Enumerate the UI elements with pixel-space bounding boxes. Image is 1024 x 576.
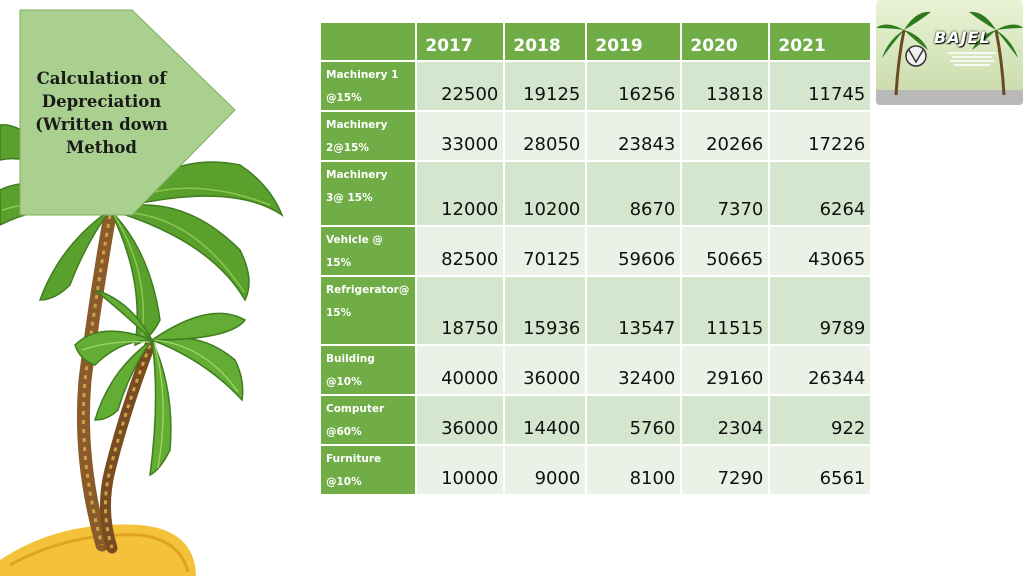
table-cell: 12000 bbox=[417, 162, 506, 227]
table-row: Vehicle @ 15% 82500 70125 59606 50665 43… bbox=[321, 227, 873, 277]
row-label-line-1: Refrigerator@ bbox=[326, 284, 410, 296]
table-cell: 43065 bbox=[770, 227, 873, 277]
header-corner-cell bbox=[321, 23, 418, 62]
table-cell: 7290 bbox=[682, 446, 771, 496]
table-cell: 922 bbox=[770, 396, 873, 446]
table-cell: 8100 bbox=[587, 446, 683, 496]
table-cell: 36000 bbox=[505, 346, 588, 396]
table-cell: 82500 bbox=[417, 227, 506, 277]
header-year: 2019 bbox=[587, 23, 683, 62]
table-cell: 17226 bbox=[770, 112, 873, 162]
table-cell: 11515 bbox=[682, 277, 771, 346]
row-label-line-1: Vehicle @ 15% bbox=[326, 234, 383, 269]
table-cell: 14400 bbox=[505, 396, 588, 446]
logo-background bbox=[876, 0, 1023, 105]
row-label-line-2: 2@15% bbox=[326, 142, 369, 154]
logo-brand-text: BAJEL bbox=[934, 28, 991, 47]
row-label: Building @10% bbox=[321, 346, 418, 396]
table-row: Refrigerator@ 15% 18750 15936 13547 11515… bbox=[321, 277, 873, 346]
row-label: Vehicle @ 15% bbox=[321, 227, 418, 277]
table-cell: 13547 bbox=[587, 277, 683, 346]
row-label-line-1: Furniture bbox=[326, 453, 382, 465]
header-year: 2021 bbox=[770, 23, 873, 62]
row-label-line-2: 3@ 15% bbox=[326, 192, 373, 204]
table-cell: 8670 bbox=[587, 162, 683, 227]
table-cell: 19125 bbox=[505, 62, 588, 112]
row-label-line-2: @10% bbox=[326, 376, 362, 388]
header-year: 2017 bbox=[417, 23, 506, 62]
table-cell: 7370 bbox=[682, 162, 771, 227]
row-label: Furniture @10% bbox=[321, 446, 418, 496]
table-row: Furniture @10% 10000 9000 8100 7290 6561 bbox=[321, 446, 873, 496]
brand-logo: BAJEL bbox=[876, 0, 1023, 105]
row-label-line-2: 15% bbox=[326, 307, 352, 319]
table-cell: 10200 bbox=[505, 162, 588, 227]
table-cell: 6264 bbox=[770, 162, 873, 227]
row-label-line-1: Computer bbox=[326, 403, 385, 415]
title-callout bbox=[19, 9, 236, 216]
table-cell: 9789 bbox=[770, 277, 873, 346]
header-year: 2020 bbox=[682, 23, 771, 62]
table-row: Machinery 3@ 15% 12000 10200 8670 7370 62… bbox=[321, 162, 873, 227]
table-cell: 29160 bbox=[682, 346, 771, 396]
logo-emblem bbox=[905, 45, 927, 67]
row-label-line-2: @60% bbox=[326, 426, 362, 438]
row-label-line-1: Building bbox=[326, 353, 375, 365]
table-cell: 15936 bbox=[505, 277, 588, 346]
table-cell: 5760 bbox=[587, 396, 683, 446]
table-cell: 36000 bbox=[417, 396, 506, 446]
table-cell: 10000 bbox=[417, 446, 506, 496]
header-year: 2018 bbox=[505, 23, 588, 62]
table-cell: 33000 bbox=[417, 112, 506, 162]
row-label-line-1: Machinery bbox=[326, 119, 388, 131]
row-label: Refrigerator@ 15% bbox=[321, 277, 418, 346]
table-header-row: 2017 2018 2019 2020 2021 bbox=[321, 23, 873, 62]
row-label-line-2: @15% bbox=[326, 92, 362, 104]
table-cell: 13818 bbox=[682, 62, 771, 112]
row-label: Computer @60% bbox=[321, 396, 418, 446]
table-cell: 22500 bbox=[417, 62, 506, 112]
row-label: Machinery 3@ 15% bbox=[321, 162, 418, 227]
table-cell: 11745 bbox=[770, 62, 873, 112]
table-row: Computer @60% 36000 14400 5760 2304 922 bbox=[321, 396, 873, 446]
table-cell: 20266 bbox=[682, 112, 771, 162]
table-cell: 26344 bbox=[770, 346, 873, 396]
table-row: Building @10% 40000 36000 32400 29160 263… bbox=[321, 346, 873, 396]
table-row: Machinery 2@15% 33000 28050 23843 20266 1… bbox=[321, 112, 873, 162]
table-cell: 2304 bbox=[682, 396, 771, 446]
table-cell: 59606 bbox=[587, 227, 683, 277]
table-cell: 9000 bbox=[505, 446, 588, 496]
table-cell: 40000 bbox=[417, 346, 506, 396]
row-label: Machinery 1 @15% bbox=[321, 62, 418, 112]
row-label-line-1: Machinery bbox=[326, 169, 388, 181]
row-label: Machinery 2@15% bbox=[321, 112, 418, 162]
table-cell: 23843 bbox=[587, 112, 683, 162]
palm-fronds-front bbox=[74, 289, 247, 477]
table-cell: 6561 bbox=[770, 446, 873, 496]
table-cell: 50665 bbox=[682, 227, 771, 277]
row-label-line-1: Machinery 1 bbox=[326, 69, 399, 81]
depreciation-table: 2017 2018 2019 2020 2021 Machinery 1 @15%… bbox=[321, 23, 873, 496]
logo-tagline-graphic bbox=[942, 50, 1002, 68]
table-cell: 28050 bbox=[505, 112, 588, 162]
table-cell: 70125 bbox=[505, 227, 588, 277]
table-row: Machinery 1 @15% 22500 19125 16256 13818 … bbox=[321, 62, 873, 112]
table-cell: 18750 bbox=[417, 277, 506, 346]
table-cell: 32400 bbox=[587, 346, 683, 396]
table-cell: 16256 bbox=[587, 62, 683, 112]
row-label-line-2: @10% bbox=[326, 476, 362, 488]
